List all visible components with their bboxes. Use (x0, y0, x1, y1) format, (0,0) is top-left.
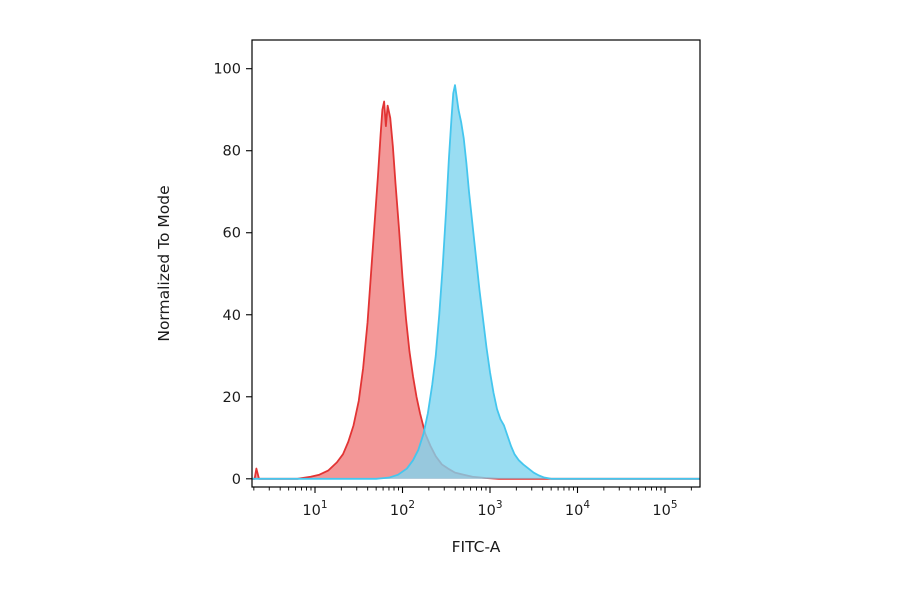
y-tick-label-60: 60 (223, 226, 241, 242)
blue-curve (252, 84, 700, 480)
x-tick-label-10e1: 101 (302, 499, 327, 519)
series-layer (252, 84, 700, 480)
y-axis-label: Normalized To Mode (155, 185, 173, 341)
x-tick-label-10e5: 105 (652, 499, 677, 519)
x-tick-label-10e3: 103 (477, 499, 502, 519)
x-axis-label: FITC-A (452, 538, 501, 556)
y-tick-label-20: 20 (223, 390, 241, 406)
tick-labels: 101 102 103 104 105 0 20 40 60 80 100 (213, 62, 677, 519)
y-tick-label-100: 100 (213, 62, 241, 78)
y-tick-label-80: 80 (223, 144, 241, 160)
x-tick-label-10e4: 104 (565, 499, 590, 519)
axis-ticks (246, 68, 692, 493)
y-tick-label-0: 0 (232, 472, 241, 488)
y-tick-label-40: 40 (223, 308, 241, 324)
x-tick-label-10e2: 102 (390, 499, 415, 519)
